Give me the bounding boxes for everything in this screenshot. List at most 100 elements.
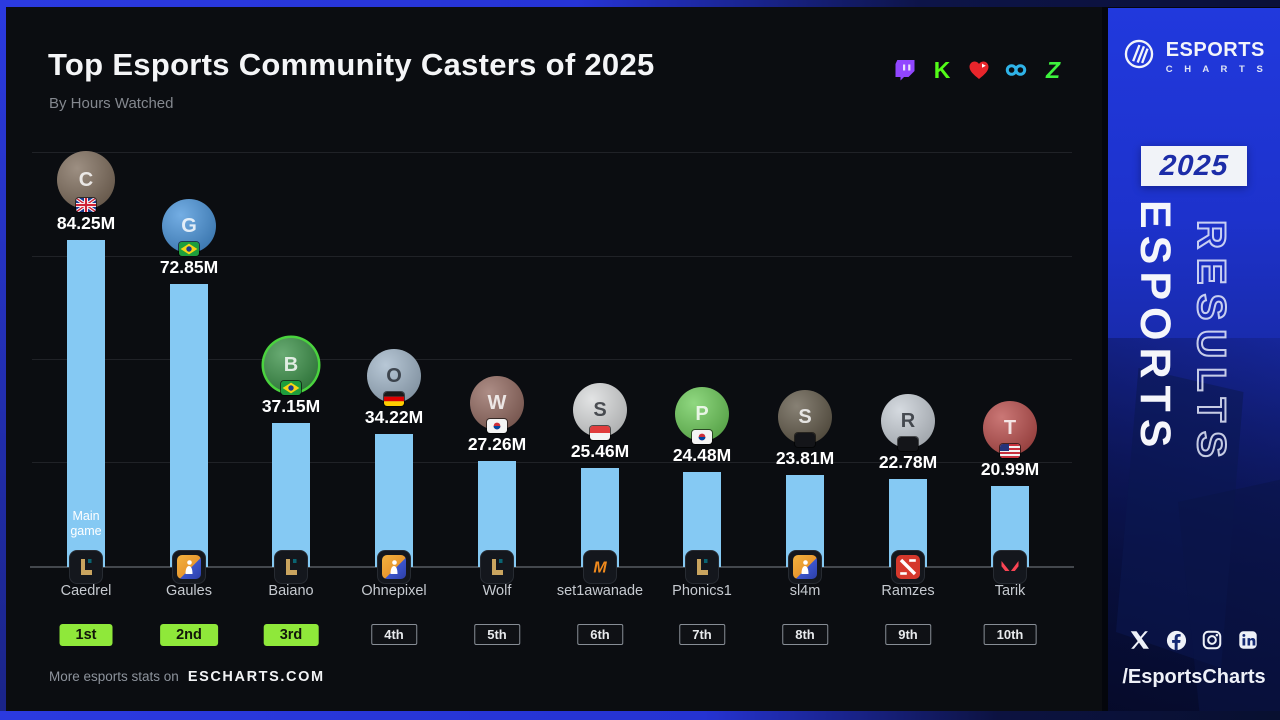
rank-badge-3rd: 3rd — [263, 624, 319, 646]
value-label-tarik: 20.99M — [980, 459, 1040, 479]
value-label-ramzes: 22.78M — [878, 452, 938, 472]
flag-de-icon — [384, 392, 404, 406]
avatar-initial: O — [386, 364, 402, 387]
flag-censored-icon — [795, 433, 815, 447]
heart-play-icon — [966, 57, 992, 83]
brand-name-top: ESPORTS — [1165, 38, 1265, 61]
caster-name-baiano: Baiano — [268, 583, 314, 599]
chzzk-icon: Z — [1040, 57, 1066, 83]
social-handle[interactable]: /EsportsCharts — [1122, 666, 1266, 688]
dota2-game-icon — [891, 550, 925, 584]
value-label-ohnepixel: 34.22M — [364, 407, 424, 427]
avatar-initial: G — [181, 214, 197, 237]
avatar-sl4m: S — [778, 390, 832, 447]
avatar-tarik: T — [983, 401, 1037, 458]
frame-left-edge — [0, 7, 6, 711]
caster-name-gaules: Gaules — [166, 583, 212, 599]
cs2-game-icon — [788, 550, 822, 584]
value-label-gaules: 72.85M — [159, 257, 219, 277]
page-subtitle: By Hours Watched — [49, 95, 174, 112]
valorant-game-icon — [993, 550, 1027, 584]
x-icon[interactable] — [1128, 628, 1152, 652]
escharts-link[interactable]: ESCHARTS.COM — [187, 669, 325, 685]
lol-game-icon — [69, 550, 103, 584]
rank-badge-8th: 8th — [782, 624, 828, 645]
bar-ohnepixel — [375, 434, 413, 567]
rank-badge-4th: 4th — [371, 624, 417, 645]
footer-note: More esports stats on ESCHARTS.COM — [49, 669, 325, 685]
page-title: Top Esports Community Casters of 2025 — [48, 47, 655, 82]
value-label-baiano: 37.15M — [261, 396, 321, 416]
avatar-initial: S — [593, 398, 607, 421]
avatar-initial: B — [283, 353, 299, 376]
bar-baiano — [272, 423, 310, 567]
caster-name-wolf: Wolf — [482, 583, 512, 599]
caster-column-ohnepixel: 34.22M O Ohnepixel 4th — [343, 127, 445, 707]
avatar-ohnepixel: O — [367, 349, 421, 406]
esports-charts-logo-icon — [1121, 36, 1157, 77]
instagram-icon[interactable] — [1200, 628, 1224, 652]
rank-badge-2nd: 2nd — [160, 624, 218, 646]
caster-name-phonics1: Phonics1 — [672, 583, 732, 599]
flag-us-icon — [1000, 444, 1020, 458]
caster-column-caedrel: Main game 84.25M C Caedrel 1st — [35, 127, 137, 707]
avatar-initial: C — [78, 168, 94, 191]
gridline — [32, 359, 1072, 360]
value-label-caedrel: 84.25M — [56, 213, 116, 233]
caster-name-caedrel: Caedrel — [60, 583, 112, 599]
rank-badge-9th: 9th — [885, 624, 931, 645]
rank-badge-1st: 1st — [59, 624, 113, 646]
caster-name-set1awanade: set1awanade — [556, 583, 644, 599]
avatar-initial: R — [900, 409, 916, 432]
rank-badge-7th: 7th — [679, 624, 725, 645]
avatar-ramzes: R — [881, 394, 935, 451]
footer-text: More esports stats on — [49, 669, 179, 684]
lol-game-icon — [685, 550, 719, 584]
flag-gb-icon — [76, 198, 96, 212]
bar-wolf — [478, 461, 516, 567]
caster-name-ohnepixel: Ohnepixel — [361, 583, 427, 599]
flag-kr-icon — [692, 430, 712, 444]
avatar-initial: S — [798, 405, 812, 428]
gridline — [32, 256, 1072, 257]
year-badge: 2025 — [1141, 146, 1247, 186]
caster-name-ramzes: Ramzes — [881, 583, 935, 599]
bar-gaules — [170, 284, 208, 567]
main-game-annotation: Main game — [70, 509, 102, 538]
social-icons-row — [1108, 628, 1280, 652]
cs2-game-icon — [377, 550, 411, 584]
bar-caedrel — [67, 240, 105, 567]
kick-icon: K — [929, 57, 955, 83]
gridline — [32, 152, 1072, 153]
value-label-wolf: 27.26M — [467, 434, 527, 454]
lol-game-icon — [480, 550, 514, 584]
avatar-wolf: W — [470, 376, 524, 433]
bar-chart: Main game 84.25M C Caedrel 1st 72.85M G Gaules 2… — [6, 127, 1102, 707]
flag-br-icon — [179, 242, 199, 256]
avatar-set1awanade: S — [573, 383, 627, 440]
flag-id-icon — [590, 426, 610, 440]
value-label-phonics1: 24.48M — [672, 445, 732, 465]
facebook-icon[interactable] — [1164, 628, 1188, 652]
mlbb-game-icon: M — [583, 550, 617, 584]
caster-column-phonics1: 24.48M P Phonics1 7th — [651, 127, 753, 707]
year-label: 2025 — [1158, 149, 1230, 182]
chart-baseline — [30, 566, 1074, 568]
caster-name-tarik: Tarik — [994, 583, 1026, 599]
linkedin-icon[interactable] — [1236, 628, 1260, 652]
caster-column-wolf: 27.26M W Wolf 5th — [446, 127, 548, 707]
avatar-phonics1: P — [675, 387, 729, 444]
flag-kr-icon — [487, 419, 507, 433]
avatar-initial: W — [487, 391, 507, 414]
caster-column-tarik: 20.99M T Tarik 10th — [959, 127, 1061, 707]
value-label-set1awanade: 25.46M — [570, 441, 630, 461]
frame-bottom-edge — [0, 711, 1280, 720]
frame-top-edge — [0, 0, 1280, 7]
caster-name-sl4m: sl4m — [789, 583, 821, 599]
vertical-word-esports: ESPORTS — [1131, 200, 1179, 455]
avatar-gaules: G — [162, 199, 216, 256]
avatar-initial: P — [695, 402, 709, 425]
gridline — [32, 462, 1072, 463]
